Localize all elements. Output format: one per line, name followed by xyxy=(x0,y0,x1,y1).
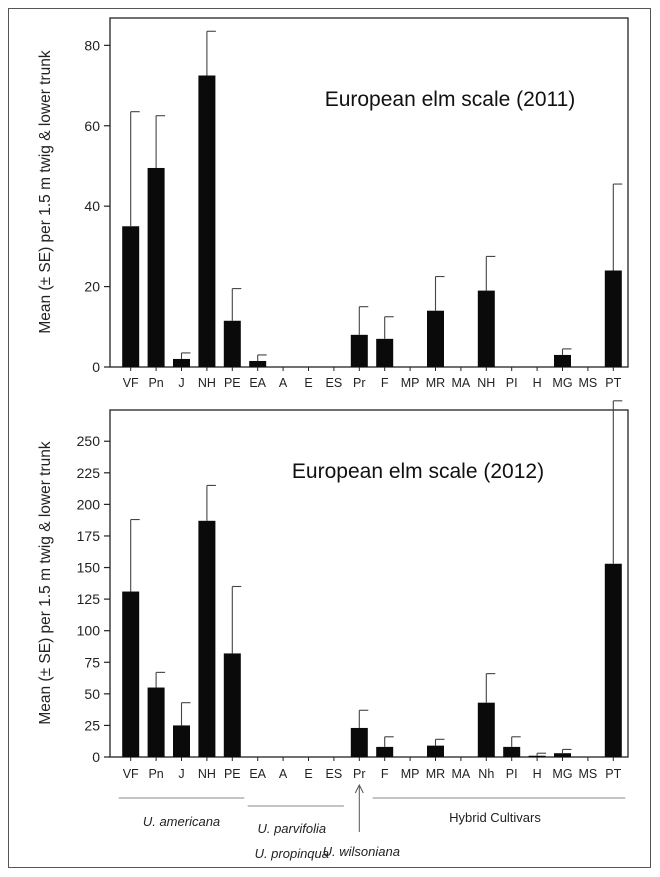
x-tick-label: MG xyxy=(552,767,572,781)
x-tick-label: NH xyxy=(198,376,216,390)
x-tick-label: MA xyxy=(452,767,471,781)
bar xyxy=(528,755,546,757)
x-tick-label: ES xyxy=(326,767,343,781)
bar xyxy=(122,591,140,757)
figure-frame xyxy=(8,8,651,868)
x-tick-label: E xyxy=(304,376,312,390)
x-tick-label: VF xyxy=(123,767,139,781)
bar xyxy=(427,745,444,757)
x-tick-label: EA xyxy=(249,376,266,390)
bar xyxy=(249,360,267,367)
bar xyxy=(223,653,241,757)
y-tick-label: 125 xyxy=(77,591,101,607)
group-label-parvifolia: U. parvifolia xyxy=(257,821,326,836)
bar xyxy=(173,358,190,367)
bar xyxy=(477,290,495,367)
bar xyxy=(376,746,394,757)
bar xyxy=(198,520,216,757)
x-tick-label: A xyxy=(279,376,288,390)
x-tick-label: ES xyxy=(326,376,343,390)
chart-panel-2: 0 25 50 75 100 125 150 175 200 225 250 Mean (± SE) … xyxy=(37,400,629,861)
x-tick-label: A xyxy=(279,767,288,781)
x-tick-label: F xyxy=(381,767,389,781)
x-tick-label: PT xyxy=(605,767,621,781)
bar xyxy=(122,226,140,367)
y-tick-label: 175 xyxy=(77,528,101,544)
bar xyxy=(427,310,444,367)
bar xyxy=(350,727,368,757)
x-tick-label: MR xyxy=(426,767,445,781)
bar xyxy=(604,270,622,367)
y-tick-label: 150 xyxy=(77,560,101,576)
group-label-americana: U. americana xyxy=(143,814,220,829)
y-tick-label: 20 xyxy=(84,279,100,295)
y-tick-label: 225 xyxy=(77,465,101,481)
x-tick-label: H xyxy=(533,376,542,390)
y-tick-label: 250 xyxy=(77,433,101,449)
x-tick-label: MG xyxy=(552,376,572,390)
bar xyxy=(173,725,190,757)
chart-title: European elm scale (2012) xyxy=(292,460,544,483)
group-label-propinqua: U. propinqua xyxy=(255,846,329,861)
chart-title: European elm scale (2011) xyxy=(325,88,576,111)
x-tick-label: MS xyxy=(579,376,598,390)
bar xyxy=(376,338,394,367)
x-tick-label: NH xyxy=(477,376,495,390)
y-tick-label: 0 xyxy=(92,749,100,765)
x-tick-label: MR xyxy=(426,376,445,390)
bar xyxy=(477,702,495,757)
x-tick-label: Pr xyxy=(353,767,366,781)
y-tick-label: 60 xyxy=(84,118,100,134)
bar xyxy=(223,320,241,367)
x-tick-label: PI xyxy=(506,767,518,781)
y-tick-label: 80 xyxy=(84,37,100,53)
plot-area-frame xyxy=(109,409,629,758)
x-tick-label: VF xyxy=(123,376,139,390)
x-tick-label: PE xyxy=(224,376,241,390)
x-tick-label: E xyxy=(304,767,312,781)
x-tick-label: PT xyxy=(605,376,621,390)
y-tick-label: 40 xyxy=(84,198,100,214)
bar xyxy=(554,354,571,367)
group-label-wilsoniana: U. wilsoniana xyxy=(323,844,400,859)
chart-panel-1: 0 20 40 60 80 Mean (± SE) per 1.5 m twig & lo… xyxy=(37,17,629,390)
x-tick-label: J xyxy=(178,767,184,781)
x-tick-label: NH xyxy=(198,767,216,781)
bar xyxy=(147,167,165,367)
plot-area-frame xyxy=(109,17,629,368)
x-tick-label: J xyxy=(178,376,184,390)
y-tick-label: 0 xyxy=(92,359,100,375)
bar xyxy=(554,753,571,757)
x-tick-label: Pn xyxy=(148,376,163,390)
y-axis-title: Mean (± SE) per 1.5 m twig & lower trunk xyxy=(37,441,54,725)
x-tick-label: Pn xyxy=(148,767,163,781)
x-tick-label: MP xyxy=(401,767,420,781)
x-tick-label: MA xyxy=(452,376,471,390)
bar xyxy=(350,334,368,367)
y-tick-label: 200 xyxy=(77,496,101,512)
y-tick-label: 25 xyxy=(84,717,100,733)
bar xyxy=(198,75,216,367)
group-label-hybrid: Hybrid Cultivars xyxy=(449,810,541,825)
y-axis-title: Mean (± SE) per 1.5 m twig & lower trunk xyxy=(37,50,54,334)
bar xyxy=(147,687,165,757)
x-tick-label: H xyxy=(533,767,542,781)
y-tick-label: 75 xyxy=(84,654,100,670)
arrow-head xyxy=(354,783,364,794)
x-tick-label: EA xyxy=(249,767,266,781)
x-tick-label: PI xyxy=(506,376,518,390)
y-tick-label: 50 xyxy=(84,686,100,702)
bar xyxy=(503,746,521,757)
x-tick-label: Pr xyxy=(353,376,366,390)
x-tick-label: PE xyxy=(224,767,241,781)
y-tick-label: 100 xyxy=(77,623,101,639)
x-tick-label: Nh xyxy=(478,767,494,781)
x-tick-label: MS xyxy=(579,767,598,781)
x-tick-label: F xyxy=(381,376,389,390)
x-tick-label: MP xyxy=(401,376,420,390)
bar xyxy=(604,563,622,757)
